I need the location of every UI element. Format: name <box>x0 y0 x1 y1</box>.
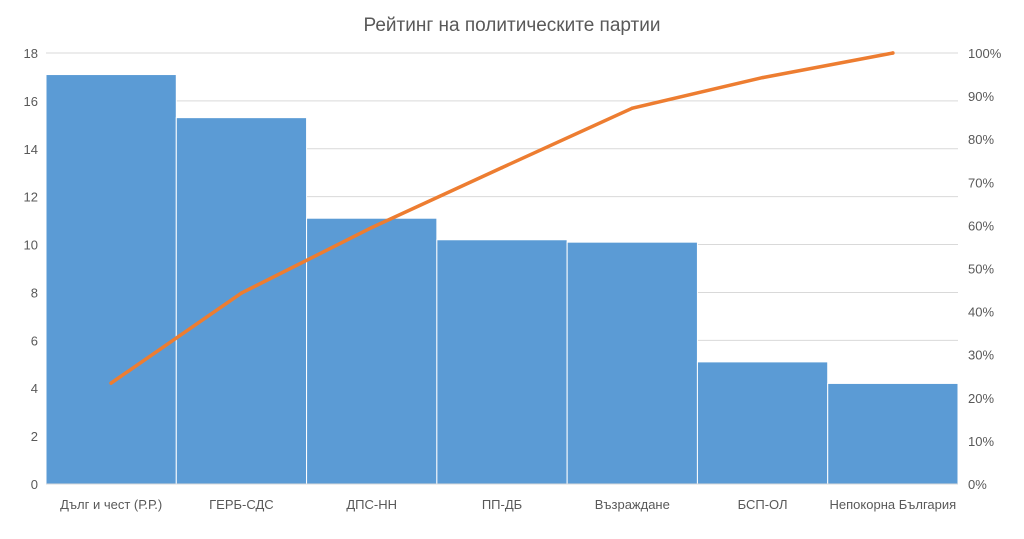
right-y-tick-label: 70% <box>968 175 994 190</box>
x-axis: Дълг и чест (Р.Р.) ГЕРБ-СДС ДПС-НН ПП-ДБ Въз… <box>46 483 958 512</box>
right-y-tick-label: 90% <box>968 89 994 104</box>
bar <box>306 217 438 485</box>
x-tick-label: ДПС-НН <box>346 497 397 512</box>
left-y-tick-label: 2 <box>31 429 38 444</box>
right-y-axis: 0% 10% 20% 30% 40% 50% 60% 70% 80% 90% 100% <box>968 46 1002 492</box>
line-point <box>630 106 634 110</box>
bar <box>566 241 698 485</box>
right-y-tick-label: 20% <box>968 391 994 406</box>
right-y-tick-label: 50% <box>968 262 994 277</box>
left-y-tick-label: 8 <box>31 285 38 300</box>
bar <box>696 361 829 485</box>
left-y-tick-label: 16 <box>24 94 38 109</box>
left-y-tick-label: 4 <box>31 381 38 396</box>
left-y-axis: 0 2 4 6 8 10 12 14 16 18 <box>24 46 38 492</box>
bar <box>45 74 177 485</box>
right-y-tick-label: 0% <box>968 477 987 492</box>
cumulative-line-series <box>109 51 895 385</box>
x-tick-label: Дълг и чест (Р.Р.) <box>60 497 162 512</box>
line-point <box>760 75 765 80</box>
right-y-tick-label: 80% <box>968 132 994 147</box>
right-y-tick-label: 30% <box>968 348 994 363</box>
left-y-tick-label: 0 <box>31 477 38 492</box>
x-tick-label: БСП-ОЛ <box>738 497 788 512</box>
x-tick-label: Възраждане <box>595 497 670 512</box>
left-y-tick-label: 12 <box>24 190 38 205</box>
bar <box>175 117 308 485</box>
x-tick-label: ПП-ДБ <box>482 497 522 512</box>
left-y-tick-label: 6 <box>31 333 38 348</box>
right-y-tick-label: 10% <box>968 434 994 449</box>
left-y-tick-label: 14 <box>24 142 38 157</box>
left-y-tick-label: 18 <box>24 46 38 61</box>
bar <box>436 239 568 485</box>
right-y-tick-label: 100% <box>968 46 1002 61</box>
left-y-tick-label: 10 <box>24 238 38 253</box>
line-point <box>370 225 374 230</box>
x-tick-label: Непокорна България <box>830 497 957 512</box>
chart-title: Рейтинг на политическите партии <box>364 15 661 36</box>
x-tick-label: ГЕРБ-СДС <box>209 497 274 512</box>
right-y-tick-label: 40% <box>968 305 994 320</box>
right-y-tick-label: 60% <box>968 218 994 233</box>
line-point <box>891 51 895 55</box>
line-point <box>500 165 504 170</box>
line-point <box>239 291 244 295</box>
bar-series <box>45 74 959 485</box>
line-point <box>109 381 113 385</box>
bar <box>827 382 959 485</box>
